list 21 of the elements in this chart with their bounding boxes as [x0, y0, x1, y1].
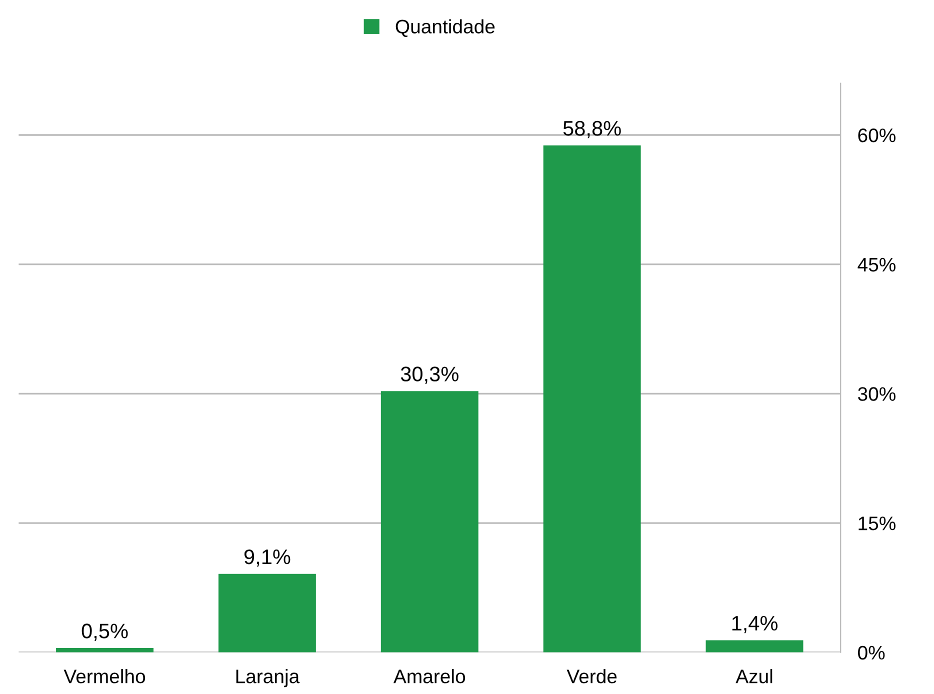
y-tick-label: 0% [858, 646, 885, 660]
bar [56, 648, 154, 652]
x-tick-label: Verde [566, 669, 617, 684]
data-label: 9,1% [244, 549, 290, 567]
data-label: 1,4% [732, 616, 778, 634]
bar [380, 391, 478, 652]
data-label: 30,3% [400, 366, 458, 384]
data-label: 58,8% [563, 120, 621, 138]
bar [218, 574, 316, 652]
y-tick-label: 30% [858, 387, 896, 401]
x-tick-label: Vermelho [64, 669, 146, 684]
bar [706, 640, 804, 652]
legend-label: Quantidade [396, 19, 495, 37]
y-tick-label: 45% [858, 258, 896, 272]
data-label: 0,5% [82, 624, 128, 641]
x-tick-label: Amarelo [393, 669, 466, 684]
x-tick-label: Azul [736, 669, 772, 684]
y-tick-label: 15% [858, 516, 896, 530]
bar [543, 145, 641, 652]
y-tick-label: 60% [858, 128, 896, 142]
x-tick-label: Laranja [236, 669, 300, 688]
